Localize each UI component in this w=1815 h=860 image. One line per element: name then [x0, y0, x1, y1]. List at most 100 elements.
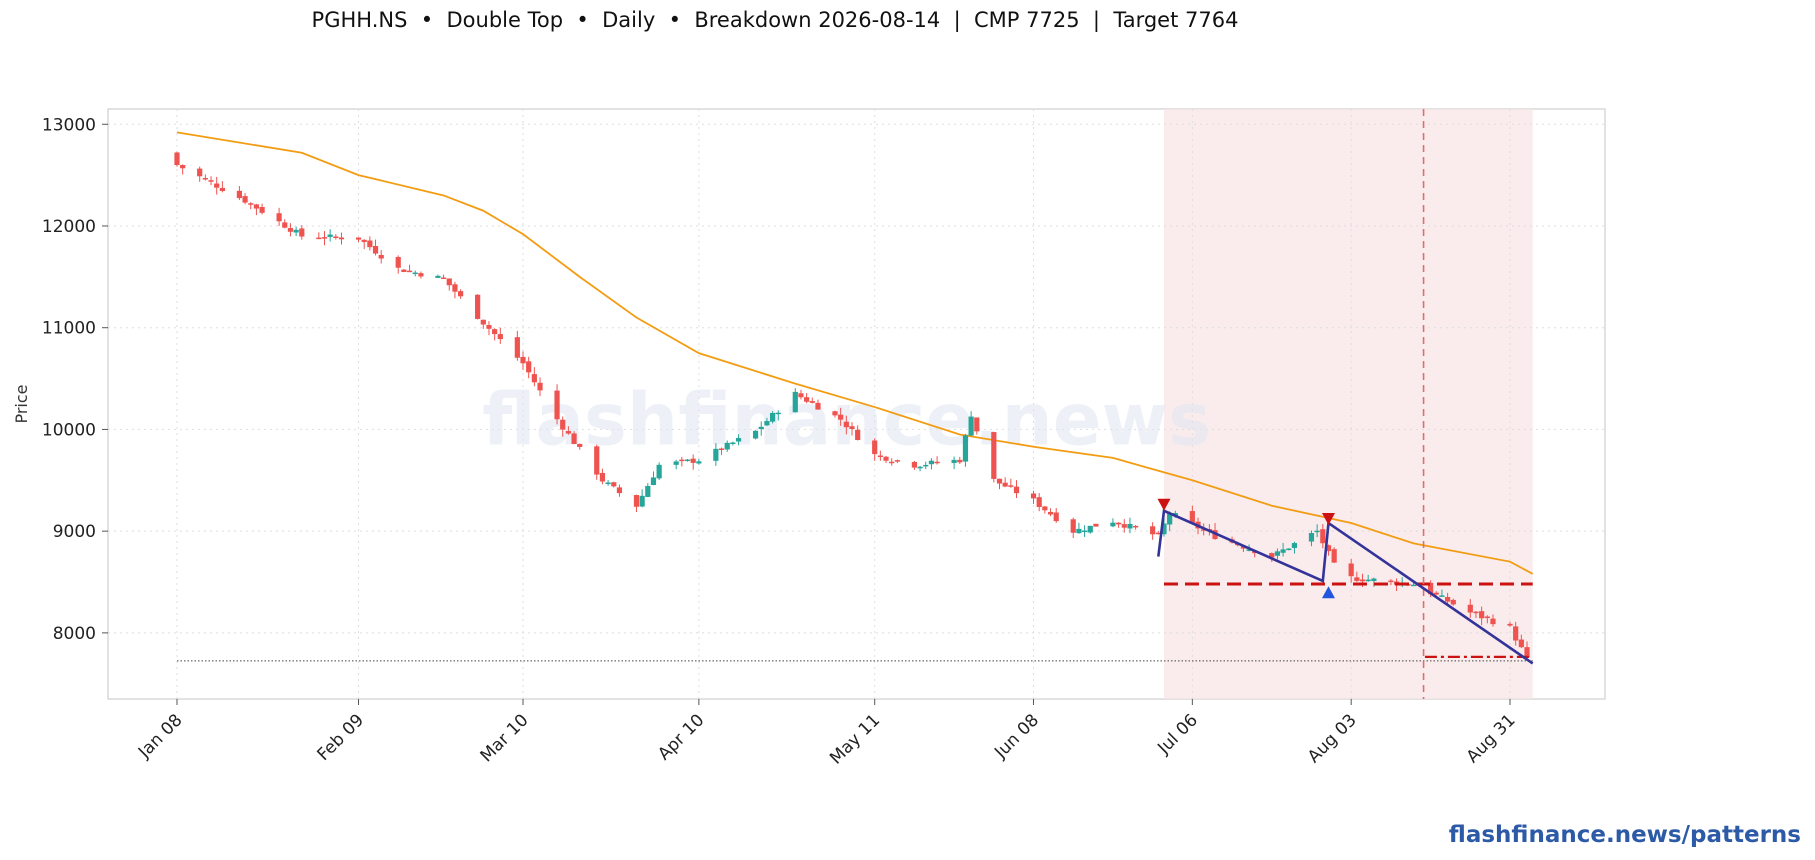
candle-body [1388, 580, 1394, 583]
candle-body [316, 237, 322, 240]
candle-body [514, 337, 520, 358]
candle-body [1433, 592, 1439, 595]
candle [645, 483, 651, 498]
candle-body [1291, 543, 1298, 548]
y-tick-label: 9000 [53, 522, 96, 542]
candle-body [202, 177, 208, 180]
candle [497, 327, 503, 344]
candle-body [928, 460, 935, 465]
candle-body [951, 459, 957, 463]
candle-body [718, 448, 725, 450]
candle [1490, 614, 1496, 627]
pattern-shading [1163, 109, 1533, 699]
candle [696, 459, 702, 465]
candle [1450, 598, 1456, 606]
candle-body [752, 430, 759, 439]
pattern-shade-1 [1163, 109, 1425, 699]
candle-body [480, 319, 486, 325]
candle-body [1314, 530, 1320, 533]
candle-body [1427, 582, 1434, 595]
candle-body [571, 433, 577, 444]
candle [968, 411, 974, 437]
candle [1320, 524, 1326, 549]
candle-body [769, 412, 776, 422]
candle [276, 207, 282, 226]
candle-body [696, 461, 702, 464]
candle [1280, 542, 1286, 557]
candle [679, 456, 685, 467]
candle-body [1410, 584, 1417, 587]
candle-body [1325, 545, 1332, 552]
candle-body [1246, 549, 1252, 551]
candle [650, 471, 657, 486]
candle [735, 434, 742, 446]
candle [832, 410, 838, 418]
candle [769, 411, 776, 424]
x-tick-label: Jul 06 [1153, 710, 1201, 758]
candle-body [594, 446, 600, 475]
candle [180, 164, 186, 175]
candle [480, 319, 486, 329]
x-tick-label: Apr 10 [654, 710, 708, 764]
candle-body [605, 482, 611, 485]
candle [202, 174, 208, 181]
candle [605, 480, 611, 486]
candle-body [1093, 523, 1099, 527]
candle-body [832, 411, 838, 416]
candle-body [537, 382, 543, 391]
candle [492, 328, 498, 341]
candle-body [565, 431, 571, 434]
candle-body [877, 455, 883, 458]
candle-body [287, 228, 294, 232]
y-axis-title: Price [12, 384, 31, 423]
candle [804, 393, 810, 404]
candle [718, 447, 725, 455]
candle [889, 458, 895, 466]
x-tick-label: Aug 31 [1463, 710, 1520, 767]
candle-body [798, 393, 804, 398]
candle-body [673, 461, 679, 465]
candle [1008, 478, 1014, 488]
candle [1308, 530, 1315, 547]
candle [412, 270, 418, 277]
candle-body [475, 294, 481, 319]
candle [401, 269, 407, 273]
candle [316, 232, 322, 240]
candle-body [804, 397, 810, 402]
candle [208, 176, 214, 186]
candle [843, 415, 849, 435]
candle [554, 384, 560, 425]
candle [1087, 525, 1093, 534]
candle [798, 389, 804, 400]
candle-body [236, 190, 242, 199]
candle [758, 421, 764, 436]
candle [911, 460, 918, 470]
candle [849, 422, 855, 436]
candle-body [1524, 647, 1530, 658]
candle [248, 202, 254, 210]
candle [327, 229, 333, 242]
candle-body [1013, 486, 1020, 494]
candle [616, 484, 623, 497]
candle [792, 388, 798, 413]
candle-body [611, 482, 617, 487]
candle-body [1450, 599, 1456, 605]
trough-marker [1321, 586, 1335, 599]
candle-body [1371, 578, 1377, 582]
candle-body [616, 487, 623, 494]
candle [1518, 634, 1524, 649]
candle-body [639, 495, 645, 507]
candle-body [531, 374, 537, 383]
candle-body [242, 196, 248, 203]
candle [951, 456, 957, 470]
candle-body [180, 164, 186, 169]
candle-body [815, 402, 821, 410]
candle-body [684, 459, 691, 462]
candle-body [1189, 511, 1195, 523]
candle-body [713, 448, 719, 461]
candle [1513, 621, 1519, 646]
candle-body [378, 254, 384, 259]
candle-body [1320, 529, 1326, 544]
footer-link[interactable]: flashfinance.news/patterns [1448, 822, 1801, 848]
candle [1473, 610, 1479, 619]
